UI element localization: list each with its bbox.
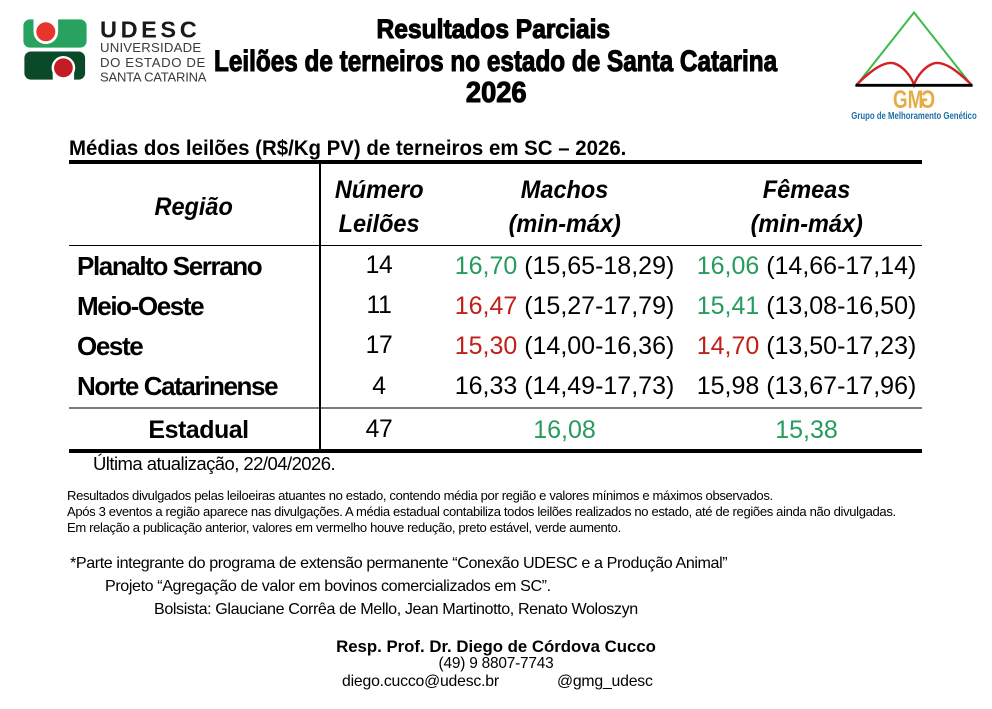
svg-text:SANTA CATARINA: SANTA CATARINA bbox=[100, 69, 207, 84]
svg-text:GM: GM bbox=[893, 85, 923, 113]
svg-text:G: G bbox=[920, 85, 935, 113]
svg-text:UNIVERSIDADE: UNIVERSIDADE bbox=[100, 40, 201, 55]
svg-text:UDESC: UDESC bbox=[100, 17, 200, 43]
svg-text:DO ESTADO DE: DO ESTADO DE bbox=[100, 55, 206, 70]
svg-text:Grupo de Melhoramento Genético: Grupo de Melhoramento Genético bbox=[851, 110, 977, 121]
